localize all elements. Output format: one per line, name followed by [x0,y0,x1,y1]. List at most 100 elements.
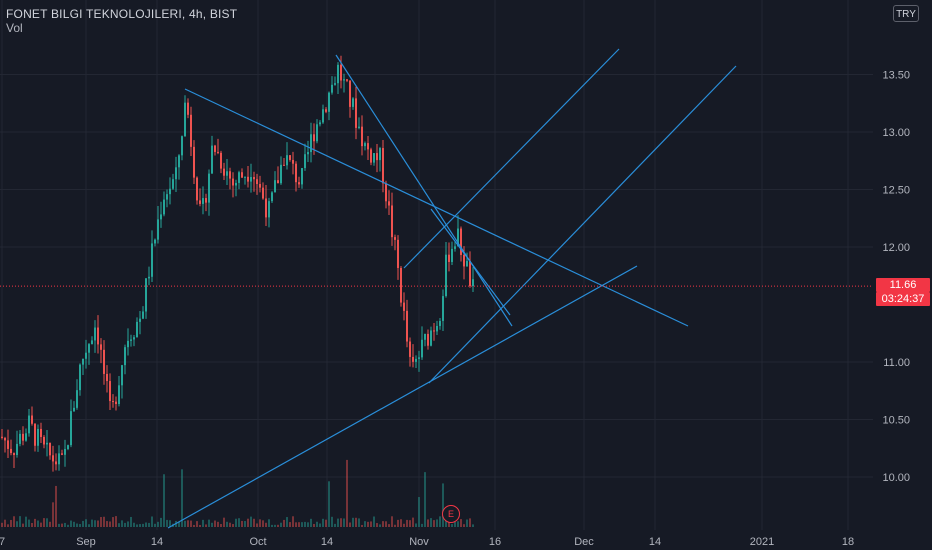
candle-body [253,177,255,180]
volume-bar [91,519,93,527]
volume-bar [112,517,114,527]
candle-body [235,182,237,186]
candle-body [178,155,180,168]
candle-body [199,200,201,204]
time-tick-label: 2021 [750,536,774,548]
volume-bar [307,522,309,527]
volume-bar [340,518,342,527]
candle-body [19,433,21,444]
candle-body [154,239,156,244]
candle-body [166,194,168,200]
candle-body [79,364,81,391]
candle-body [13,453,15,456]
candle-body [250,177,252,182]
volume-bar [82,520,84,527]
candle-body [397,239,399,268]
candle-body [1,436,3,438]
candle-body [259,184,261,188]
candle-body [10,448,12,454]
volume-bar [466,519,468,527]
candle-body [361,126,363,147]
time-tick-label: 14 [649,536,661,548]
candle-body [418,357,420,359]
volume-bar [385,521,387,527]
candle-body [379,148,381,161]
candle-body [331,84,333,93]
candle-body [43,436,45,445]
volume-bar [391,516,393,527]
candle-body [232,178,234,186]
price-tick-label: 10.00 [882,472,910,484]
volume-bar [334,523,336,527]
candle-body [160,214,162,220]
volume-bar [193,524,195,527]
candle-body [265,198,267,218]
volume-bar [415,523,417,527]
volume-bar [337,518,339,527]
volume-bar [397,519,399,527]
volume-bar [451,524,453,527]
time-tick-label: 7 [0,536,5,548]
candle-body [172,179,174,189]
volume-bar [394,524,396,527]
volume-bar [67,524,69,527]
candle-body [229,171,231,179]
candle-body [430,330,432,346]
candle-body [157,219,159,240]
trendline [184,88,689,327]
volume-bar [247,518,249,527]
volume-bar [184,520,186,527]
candle-body [70,411,72,446]
volume-bar [319,523,321,527]
candle-body [334,83,336,85]
volume-bar [259,519,261,527]
volume-bar [211,522,213,527]
candle-body [100,344,102,350]
candle-body [67,445,69,449]
volume-bar [445,518,447,527]
volume-bar [199,524,201,527]
candle-body [187,102,189,115]
candle-body [151,243,153,277]
candle-body [76,390,78,408]
volume-bar [133,522,135,527]
volume-bar [322,518,324,527]
candle-body [52,455,54,462]
candle-body [364,143,366,147]
volume-bar [169,520,171,527]
volume-bar [370,521,372,527]
candle-body [94,327,96,341]
candle-body [112,401,114,403]
volume-bar [262,520,264,527]
candle-body [427,333,429,346]
time-tick-label: Sep [76,536,96,548]
candle-body [244,176,246,178]
candle-body [298,182,300,185]
volume-bar [439,516,441,527]
earnings-marker-icon[interactable]: E [442,505,460,523]
candle-body [127,340,129,348]
candle-body [34,423,36,446]
volume-bar [124,522,126,527]
candle-body [193,146,195,178]
volume-bar [13,516,15,527]
chart-title: FONET BILGI TEKNOLOJILERI, 4h, BIST [6,7,238,21]
candle-body [226,171,228,176]
trendlines [167,48,737,529]
volume-bar [289,522,291,527]
volume-bar [421,523,423,527]
candle-body [241,172,243,178]
candlestick-series [1,55,474,472]
candle-body [463,254,465,267]
candle-body [25,433,27,441]
currency-badge[interactable]: TRY [893,5,919,22]
volume-bar [409,520,411,527]
time-tick-label: Oct [249,536,266,548]
volume-bar [280,522,282,527]
volume-bar [232,524,234,527]
volume-bar [253,518,255,527]
volume-bar [109,521,111,527]
volume-bar [181,469,183,527]
